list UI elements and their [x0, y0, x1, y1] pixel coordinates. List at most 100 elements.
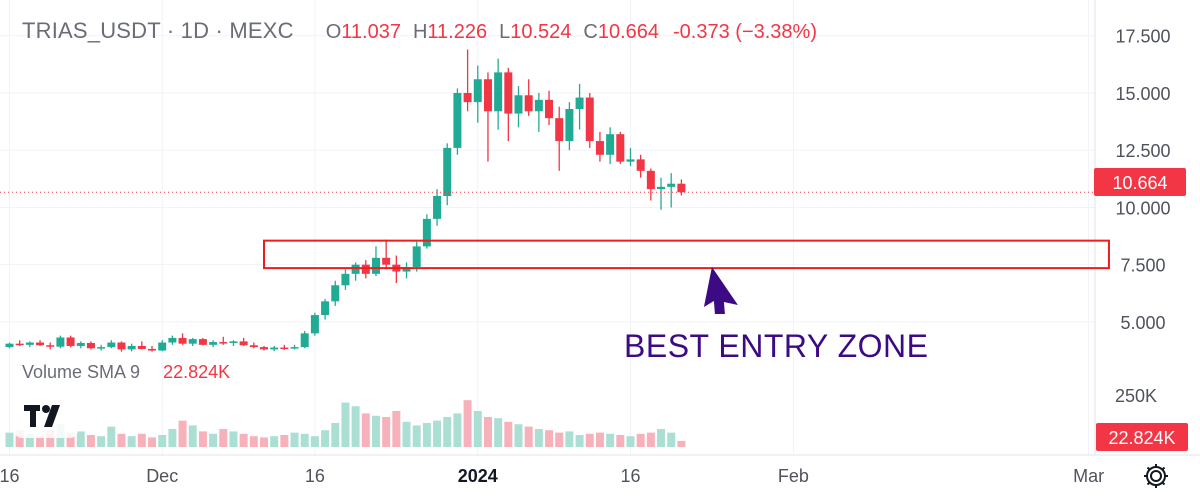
gear-icon[interactable] — [1142, 462, 1170, 490]
candle-body — [646, 170, 655, 190]
candle — [514, 86, 523, 128]
symbol-title[interactable]: TRIAS_USDT · 1D · MEXC — [22, 18, 294, 43]
candle — [422, 214, 431, 249]
candle-body — [524, 95, 533, 112]
price-tick-label: 17.500 — [1115, 27, 1170, 47]
candle-body — [260, 347, 268, 350]
candle-body — [168, 337, 177, 343]
candle — [606, 127, 615, 164]
volume-bar — [606, 433, 615, 447]
volume-axis-value: 22.824K — [1108, 428, 1175, 448]
candle-body — [545, 99, 554, 119]
time-tick-label: Dec — [146, 466, 178, 486]
volume-legend[interactable]: Volume SMA 9 22.824K — [22, 362, 230, 383]
candle — [595, 131, 604, 162]
volume-bar — [209, 433, 218, 447]
volume-bar — [229, 431, 238, 447]
candle-body — [473, 79, 482, 103]
candle — [36, 340, 45, 346]
volume-bar — [137, 433, 146, 447]
candle-body — [290, 347, 299, 349]
tradingview-logo-icon[interactable] — [14, 392, 78, 438]
candle-body — [433, 196, 442, 219]
volume-bar — [270, 436, 279, 447]
price-tick-label: 15.000 — [1115, 84, 1170, 104]
candle — [260, 345, 268, 351]
time-axis[interactable]: 16 Dec 16 2024 16 Feb Mar — [0, 466, 1104, 486]
volume-bar — [219, 429, 228, 447]
volume-bar — [351, 406, 360, 447]
candle — [148, 345, 157, 352]
candle — [76, 341, 85, 349]
price-axis[interactable]: 5.000 7.500 10.000 12.500 15.000 17.500 250K — [1115, 27, 1171, 406]
candle-body — [371, 257, 380, 274]
volume-bar — [46, 430, 55, 447]
volume-bar — [321, 430, 330, 447]
candle-body — [137, 345, 146, 349]
candle-body — [514, 95, 523, 114]
candle-body — [198, 339, 207, 345]
chart-legend: TRIAS_USDT · 1D · MEXC O 11.037 H 11.226 L… — [22, 18, 817, 44]
candle — [219, 336, 228, 345]
volume-bar — [453, 413, 462, 447]
volume-bar — [117, 433, 126, 447]
arrow-annotation[interactable] — [703, 266, 738, 314]
candle-body — [86, 342, 95, 349]
low-value: 10.524 — [510, 21, 572, 43]
candle — [534, 92, 543, 132]
volume-bar — [463, 400, 472, 447]
volume-bar — [504, 421, 513, 447]
volume-bar — [433, 420, 442, 447]
volume-bar — [402, 421, 411, 447]
volume-bar — [168, 429, 177, 447]
volume-legend-title: Volume SMA 9 — [22, 362, 141, 382]
volume-bar — [280, 435, 289, 447]
candles — [5, 49, 686, 352]
candle-body — [555, 118, 564, 142]
close-value: 10.664 — [597, 21, 660, 43]
volume-bar — [565, 431, 574, 447]
candle-body — [249, 345, 258, 348]
candle-body — [66, 337, 75, 346]
candle-body — [565, 109, 574, 142]
candle-body — [606, 134, 615, 155]
candle — [443, 143, 452, 206]
candle — [25, 341, 34, 348]
candle-body — [239, 341, 248, 346]
entry-zone-rectangle[interactable] — [263, 239, 1110, 270]
volume-bar — [25, 433, 34, 447]
arrow-head — [703, 266, 738, 314]
volume-bar — [148, 437, 157, 447]
candle-body — [158, 342, 167, 351]
volume-bar — [382, 417, 391, 447]
volume-bar — [239, 433, 248, 447]
candle — [402, 262, 411, 279]
candle — [280, 344, 289, 350]
candle — [392, 255, 401, 283]
candle-body — [667, 183, 676, 187]
candle — [290, 344, 299, 350]
volume-bars — [5, 400, 686, 447]
candle-body — [351, 264, 360, 274]
volume-bar — [677, 441, 686, 447]
candle — [341, 269, 350, 290]
candle-body — [677, 183, 686, 193]
entry-zone-annotation[interactable]: BEST ENTRY ZONE — [624, 328, 929, 364]
volume-bar — [198, 431, 207, 447]
candle — [107, 340, 116, 349]
candle-body — [504, 72, 513, 114]
candle — [616, 131, 625, 164]
candle-body — [636, 159, 645, 171]
candle — [300, 331, 309, 349]
candle — [178, 333, 187, 345]
time-tick-label: 16 — [0, 466, 20, 486]
candle — [331, 280, 340, 306]
high-value: 11.226 — [427, 21, 488, 43]
volume-bar — [545, 430, 554, 447]
candle — [229, 340, 238, 346]
volume-bar — [646, 432, 655, 447]
candle-body — [412, 246, 421, 267]
candle — [97, 344, 106, 351]
volume-legend-value: 22.824K — [163, 362, 231, 382]
